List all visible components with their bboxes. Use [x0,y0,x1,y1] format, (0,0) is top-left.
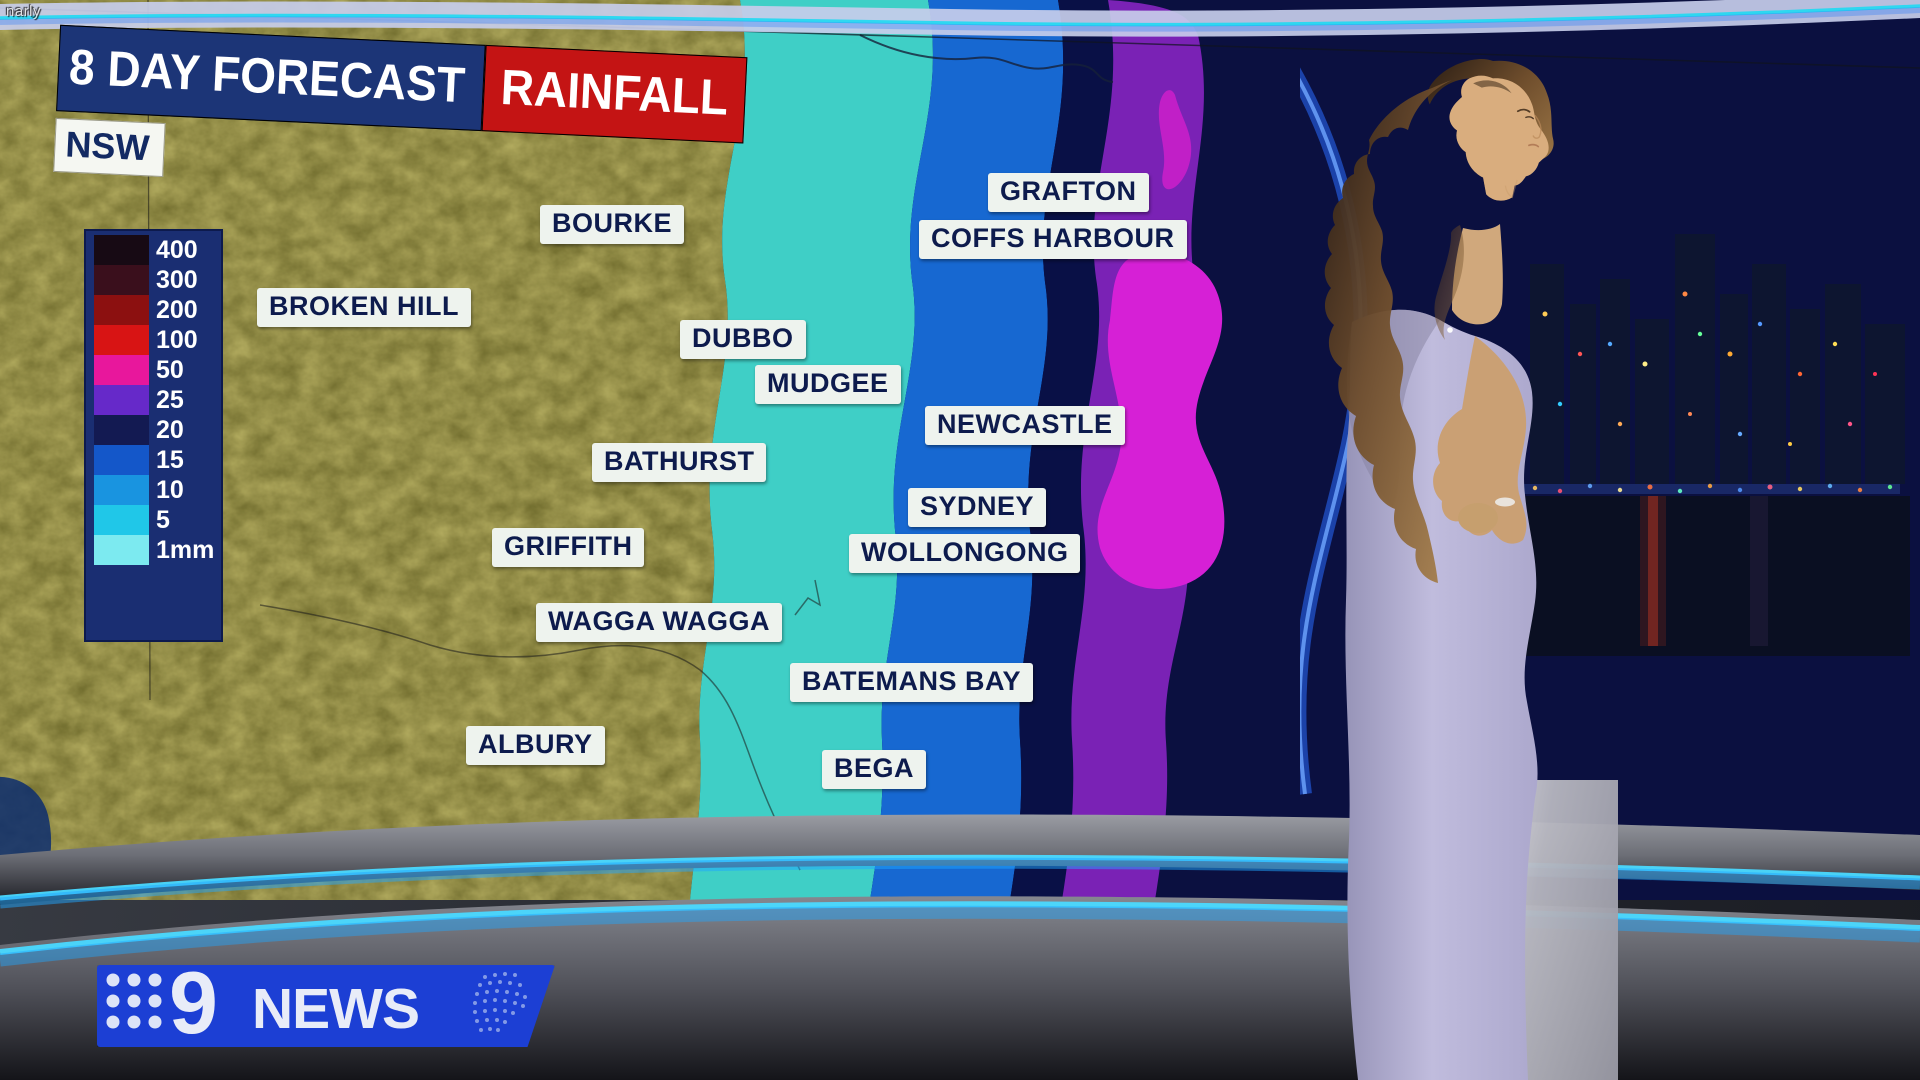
svg-text:NEWS: NEWS [252,977,419,1041]
svg-text:9: 9 [169,965,215,1047]
